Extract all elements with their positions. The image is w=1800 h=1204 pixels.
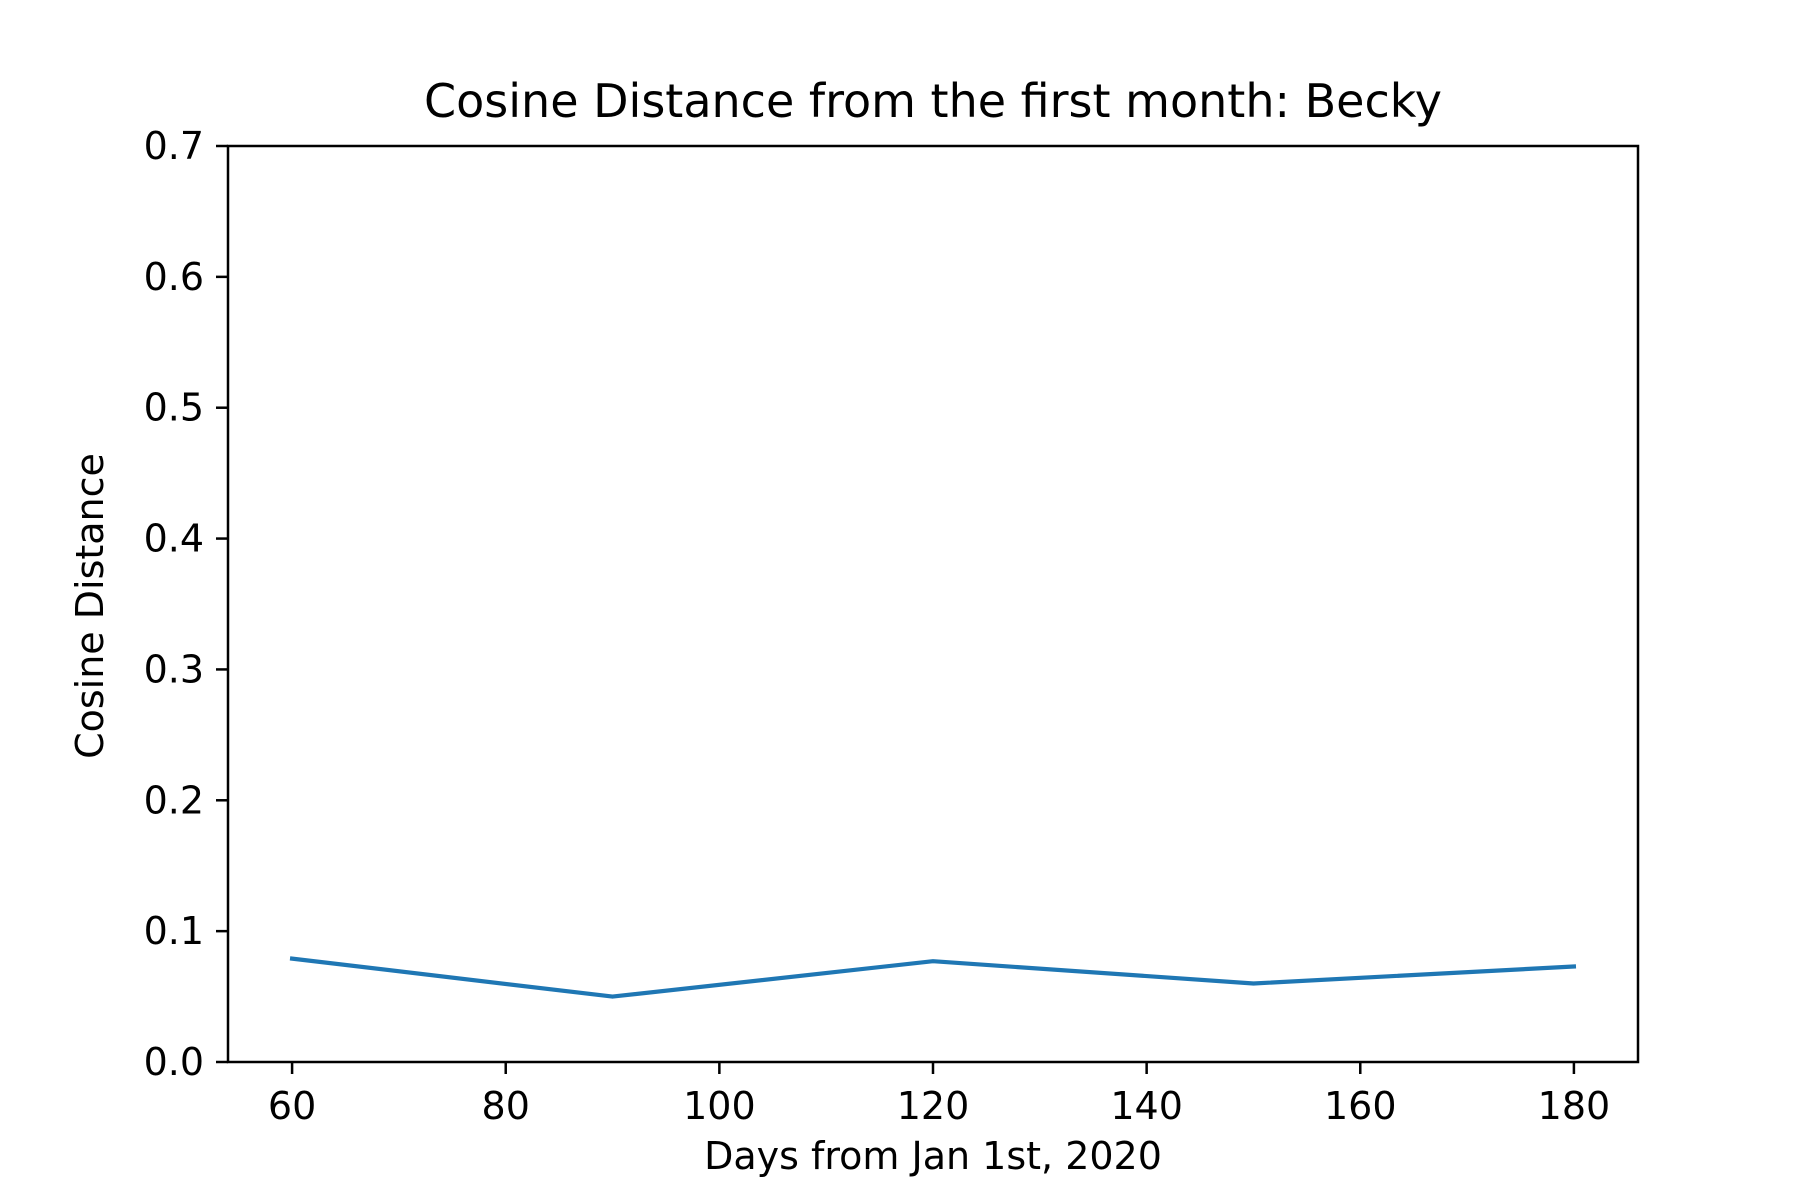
x-tick-label: 120 xyxy=(897,1084,970,1128)
x-tick-label: 100 xyxy=(683,1084,756,1128)
x-tick-label: 80 xyxy=(482,1084,530,1128)
series-line xyxy=(292,959,1574,997)
y-axis-label: Cosine Distance xyxy=(68,453,112,759)
y-tick-label: 0.4 xyxy=(144,517,204,561)
x-tick-label: 160 xyxy=(1324,1084,1397,1128)
x-tick-label: 60 xyxy=(268,1084,316,1128)
y-tick-label: 0.6 xyxy=(144,255,204,299)
series-layer xyxy=(292,959,1574,997)
y-tick-label: 0.1 xyxy=(144,909,204,953)
plot-area xyxy=(228,146,1638,1062)
x-tick-label: 140 xyxy=(1110,1084,1183,1128)
y-tick-label: 0.0 xyxy=(144,1040,204,1084)
y-axis-ticks: 0.0 0.1 0.2 0.3 0.4 0.5 0.6 0.7 xyxy=(144,124,228,1084)
chart-title: Cosine Distance from the first month: Be… xyxy=(424,74,1442,128)
x-axis-ticks: 60 80 100 120 140 160 180 xyxy=(268,1062,1610,1128)
y-tick-label: 0.3 xyxy=(144,647,204,691)
x-tick-label: 180 xyxy=(1538,1084,1611,1128)
plot-frame xyxy=(228,146,1638,1062)
y-tick-label: 0.5 xyxy=(144,386,204,430)
y-tick-label: 0.2 xyxy=(144,778,204,822)
x-axis-label: Days from Jan 1st, 2020 xyxy=(704,1134,1162,1178)
y-tick-label: 0.7 xyxy=(144,124,204,168)
